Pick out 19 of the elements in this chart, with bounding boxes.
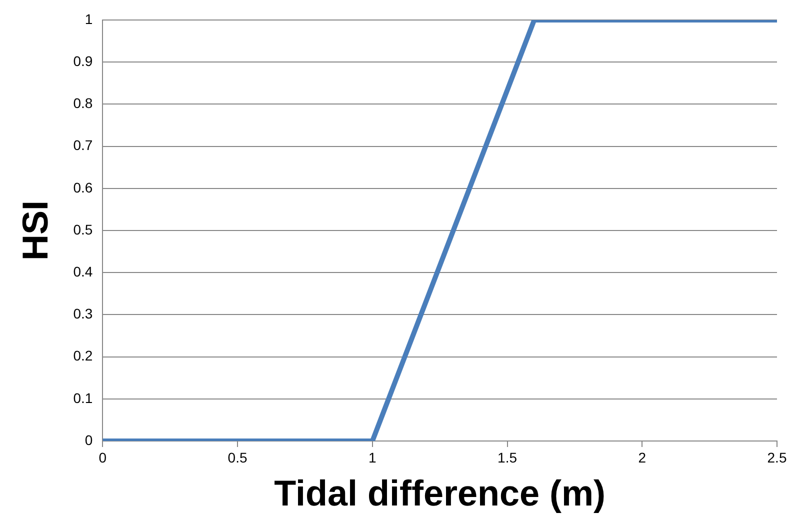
y-tick-label: 0.3 bbox=[73, 306, 93, 322]
x-tick-label: 2 bbox=[638, 449, 646, 466]
y-tick-label: 0.6 bbox=[73, 179, 93, 196]
y-tick-label: 0.8 bbox=[73, 95, 93, 112]
x-tick-label: 1.5 bbox=[498, 449, 518, 466]
x-tick-label: 0 bbox=[98, 449, 107, 466]
x-axis-title: Tidal difference (m) bbox=[274, 472, 606, 514]
y-tick-label: 0.4 bbox=[73, 263, 93, 280]
y-tick-label: 0.5 bbox=[73, 221, 93, 238]
x-tick-label: 1 bbox=[368, 449, 376, 466]
x-tick-label: 2.5 bbox=[767, 449, 787, 466]
y-axis-title: HSI bbox=[14, 200, 56, 261]
y-tick-label: 0.7 bbox=[73, 137, 93, 154]
y-tick-label: 1 bbox=[84, 10, 93, 27]
y-tick-label: 0.2 bbox=[73, 348, 93, 364]
x-tick-label: 0.5 bbox=[228, 449, 248, 466]
y-tick-label: 0.9 bbox=[73, 52, 93, 69]
y-tick-label: 0 bbox=[84, 432, 93, 448]
y-tick-label: 0.1 bbox=[73, 390, 93, 406]
